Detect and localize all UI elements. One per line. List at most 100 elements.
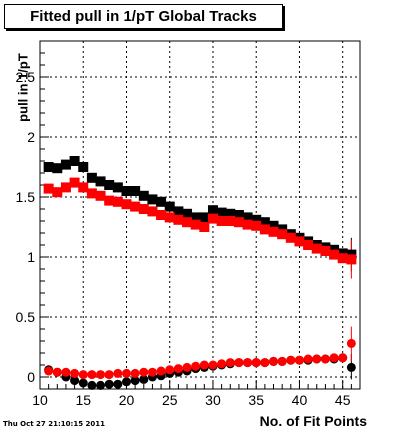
square-marker xyxy=(242,219,253,230)
square-marker xyxy=(130,201,141,212)
square-marker xyxy=(86,172,97,183)
datestamp: Thu Oct 27 21:10:15 2011 xyxy=(3,420,105,428)
square-marker xyxy=(69,156,80,166)
x-tick-label: 35 xyxy=(248,392,264,408)
square-marker xyxy=(294,236,305,247)
square-marker xyxy=(130,186,141,196)
circle-marker xyxy=(329,353,339,363)
square-marker xyxy=(346,254,357,265)
square-marker xyxy=(164,212,175,223)
square-marker xyxy=(95,190,106,201)
circle-marker xyxy=(70,376,80,386)
square-marker xyxy=(190,212,201,223)
square-marker xyxy=(199,212,210,223)
circle-marker xyxy=(243,358,253,368)
circle-marker xyxy=(78,370,88,380)
square-marker xyxy=(78,162,89,172)
circle-marker xyxy=(96,370,106,380)
circle-marker xyxy=(234,358,244,368)
circle-marker xyxy=(104,379,114,389)
square-marker xyxy=(199,222,210,232)
square-marker xyxy=(233,210,244,220)
square-marker xyxy=(147,206,158,217)
square-marker xyxy=(121,199,132,210)
square-marker xyxy=(251,214,262,225)
circle-marker xyxy=(61,367,71,377)
square-marker xyxy=(311,243,322,254)
square-marker xyxy=(164,201,175,212)
square-marker xyxy=(337,253,348,264)
square-marker xyxy=(69,177,80,188)
square-marker xyxy=(112,196,123,207)
circle-marker xyxy=(217,359,227,369)
square-marker xyxy=(78,182,89,193)
x-tick-label: 45 xyxy=(335,392,351,408)
chart-title: Fitted pull in 1/pT Global Tracks xyxy=(30,8,257,25)
square-marker xyxy=(207,213,218,224)
square-marker xyxy=(303,240,314,250)
circle-marker xyxy=(113,379,123,389)
square-marker xyxy=(95,176,106,187)
square-marker xyxy=(320,246,331,256)
circle-marker xyxy=(121,377,131,387)
circle-marker xyxy=(182,362,192,372)
square-marker xyxy=(147,194,158,205)
square-marker xyxy=(216,216,227,226)
square-marker xyxy=(285,232,296,243)
circle-marker xyxy=(303,354,313,364)
square-marker xyxy=(216,207,227,218)
square-marker xyxy=(225,216,236,226)
x-tick-label: 30 xyxy=(205,392,221,408)
square-marker xyxy=(112,182,123,193)
square-marker xyxy=(182,217,193,228)
circle-marker xyxy=(139,374,149,384)
y-tick-label: 0.5 xyxy=(16,309,36,325)
square-marker xyxy=(242,212,253,223)
square-marker xyxy=(86,188,97,199)
circle-marker xyxy=(44,366,54,376)
circle-marker xyxy=(277,356,287,366)
circle-marker xyxy=(87,370,97,380)
x-tick-label: 25 xyxy=(162,392,178,408)
square-marker xyxy=(277,229,288,240)
circle-marker xyxy=(104,370,114,380)
title-box: Fitted pull in 1/pT Global Tracks xyxy=(4,4,283,29)
square-marker xyxy=(104,195,115,206)
series-1 xyxy=(43,177,357,265)
tick-labels: 10 15 20 25 30 35 40 45 0 0.5 1 1.5 2 2.5 xyxy=(16,69,351,408)
x-tick-label: 10 xyxy=(32,392,48,408)
y-axis-label: pull in 1/pT xyxy=(15,53,31,122)
square-marker xyxy=(52,163,63,174)
y-tick-label: 1 xyxy=(27,249,35,265)
square-marker xyxy=(268,220,279,231)
square-marker xyxy=(182,208,193,219)
circle-marker xyxy=(294,355,304,365)
square-marker xyxy=(173,214,184,225)
circle-marker xyxy=(113,368,123,378)
circle-marker xyxy=(338,353,348,363)
circle-marker xyxy=(269,356,279,366)
circle-marker xyxy=(312,354,322,364)
x-tick-label: 20 xyxy=(119,392,135,408)
circle-marker xyxy=(130,368,140,378)
circle-marker xyxy=(121,368,131,378)
circle-marker xyxy=(70,368,80,378)
circle-marker xyxy=(87,380,97,390)
circle-marker xyxy=(156,366,166,376)
circle-marker xyxy=(130,376,140,386)
square-marker xyxy=(225,208,236,219)
data-series xyxy=(43,156,357,390)
square-marker xyxy=(233,217,244,228)
circle-marker xyxy=(78,378,88,388)
circle-marker xyxy=(52,367,62,377)
x-tick-label: 15 xyxy=(75,392,91,408)
square-marker xyxy=(190,219,201,230)
square-marker xyxy=(173,206,184,217)
circle-marker xyxy=(208,360,218,370)
circle-marker xyxy=(260,358,270,368)
square-marker xyxy=(156,196,167,207)
circle-marker xyxy=(173,364,183,374)
circle-marker xyxy=(251,358,261,368)
square-marker xyxy=(60,159,71,170)
circle-marker xyxy=(225,358,235,368)
